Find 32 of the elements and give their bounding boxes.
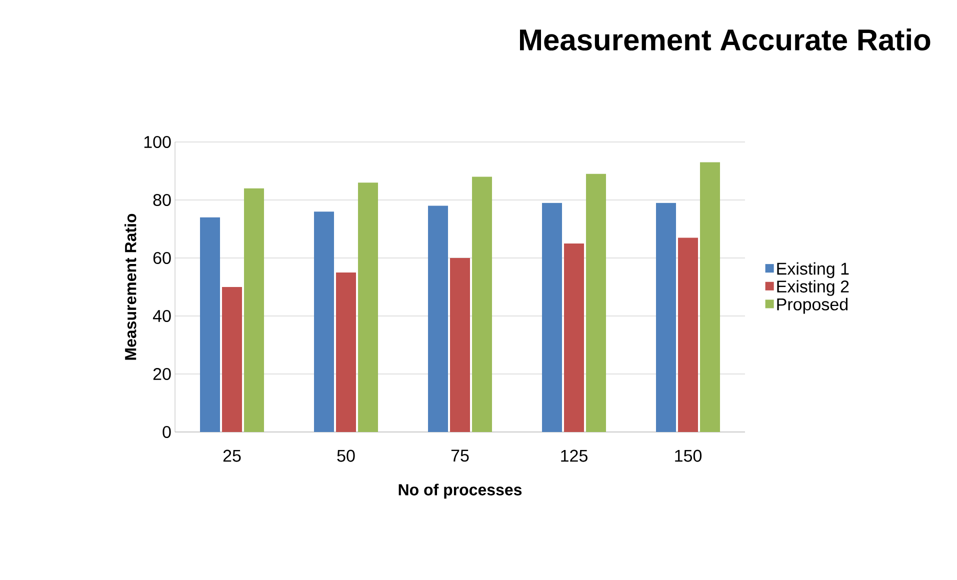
legend-label: Proposed <box>777 298 848 314</box>
bar <box>700 162 720 432</box>
x-tick-label: 25 <box>223 450 241 462</box>
y-axis-title: Measurement Ratio <box>124 214 136 360</box>
bar <box>542 202 562 432</box>
bar <box>472 176 492 432</box>
y-tick-label: 40 <box>152 310 171 322</box>
legend-label: Existing 1 <box>777 262 849 278</box>
bar <box>656 202 676 432</box>
y-tick-label: 100 <box>144 136 171 148</box>
y-tick-label: 20 <box>153 368 171 380</box>
bar <box>450 258 470 432</box>
bar <box>200 217 220 432</box>
bar <box>244 188 264 432</box>
legend-label: Existing 2 <box>777 280 849 296</box>
bar <box>314 212 334 432</box>
bar <box>678 238 698 432</box>
chart-title: Measurement Accurate Ratio <box>520 28 930 51</box>
x-tick-label: 125 <box>561 450 588 462</box>
x-tick-label: 50 <box>337 450 355 462</box>
y-tick-label: 80 <box>153 194 171 206</box>
bar <box>336 272 356 432</box>
x-tick-label: 150 <box>675 450 702 462</box>
x-axis-title: No of processes <box>398 484 522 499</box>
bar <box>564 243 584 432</box>
bar <box>428 206 448 432</box>
bar <box>358 182 378 432</box>
y-tick-label: 0 <box>162 426 171 438</box>
x-tick-label: 75 <box>451 450 469 462</box>
bar <box>222 286 242 432</box>
bar <box>586 174 606 432</box>
y-tick-label: 60 <box>153 252 171 264</box>
